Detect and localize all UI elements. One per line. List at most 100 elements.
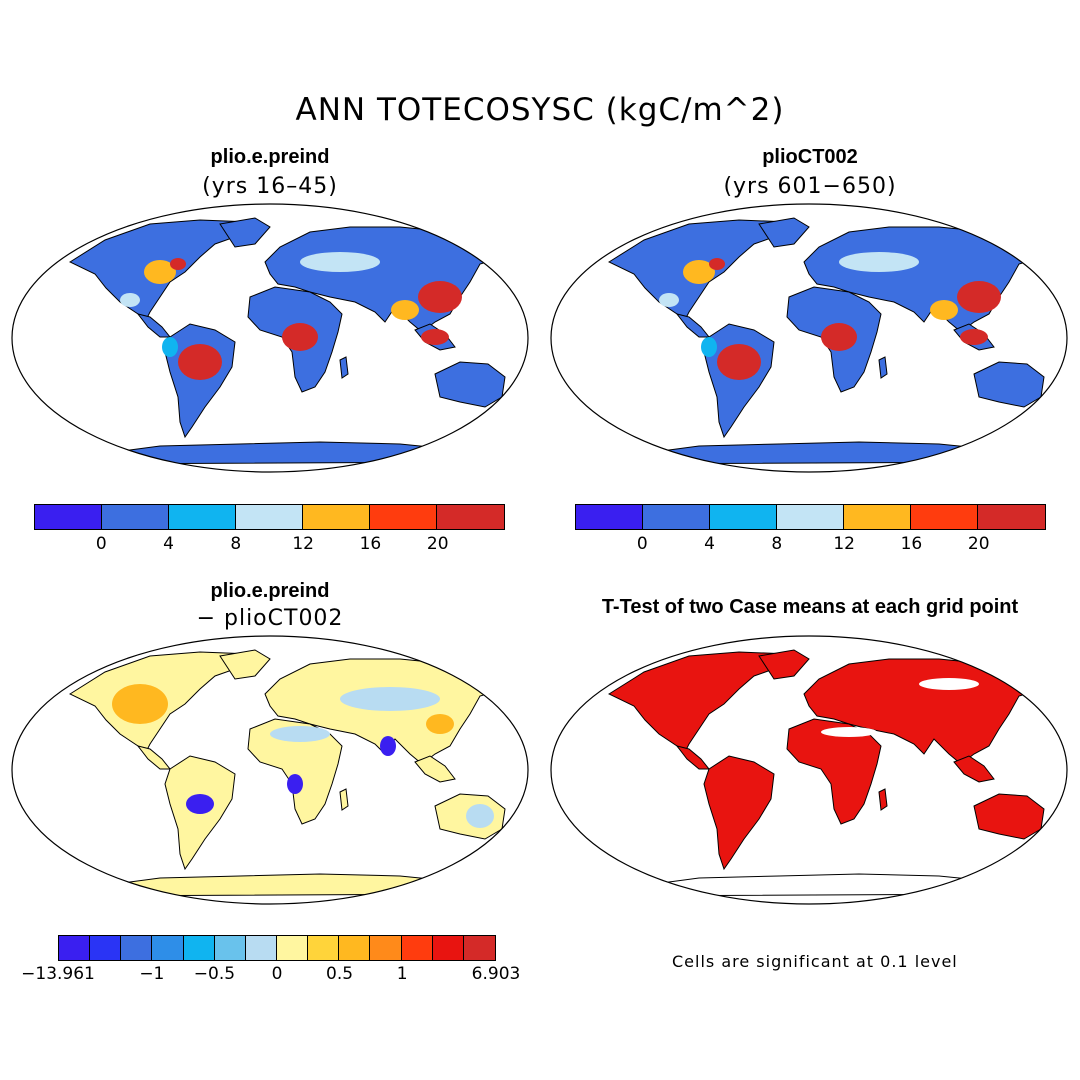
landmass-northAmerica [607,651,791,755]
landmass-madagascar [339,356,349,379]
colorbar-swatch [370,505,437,529]
colorbar-tick-label: 20 [967,534,990,554]
colorbar-swatch [236,505,303,529]
landmass-greenland [758,217,810,248]
congo-high-carbon [282,323,318,351]
colorbar-tick-label: 8 [771,534,783,554]
landmass-madagascar [878,788,888,811]
eurasia-light-band [300,252,380,272]
sahel-negative [270,726,330,742]
figure-title: ANN TOTECOSYSC (kgC/m^2) [295,92,785,128]
east-us-peak [170,258,186,270]
andes-cyan [162,337,178,357]
south-asia-carbon [391,300,419,320]
colorbar-swatch [710,505,777,529]
colorbar-panel-3 [58,935,496,961]
colorbar-tick-label: 12 [292,534,314,554]
colorbar-tick-label: 16 [359,534,382,554]
colorbar-swatch [437,505,504,529]
colorbar-swatch [245,936,277,960]
east-us-carbon [683,260,715,284]
colorbar-swatch [978,505,1045,529]
map-frame [11,635,529,905]
landmass-centralAmerica [136,745,172,770]
colorbar-swatch [121,936,153,960]
colorbar-tick-label: 1 [396,964,408,984]
colorbar-tick-label: −13.961 [21,964,95,984]
colorbar-swatch [432,936,464,960]
landmass-madagascar [339,788,349,811]
colorbar-tick-label: 16 [900,534,923,554]
landmass-greenland [219,217,271,248]
landmass-australia [434,361,506,408]
colorbar-tick-label: 4 [163,534,174,554]
colorbar-panel-1 [34,504,505,530]
colorbar-swatch [152,936,184,960]
amazon-negative [186,794,214,814]
panel-1-subtitle: (yrs 16–45) [202,174,338,199]
landmass-greenland [758,649,810,680]
eurasia-negative [340,687,440,711]
sw-us-light [659,293,679,307]
colorbar-swatch [308,936,340,960]
colorbar-tick-label: 0.5 [326,964,354,984]
congo-negative [287,774,303,794]
colorbar-swatch [35,505,102,529]
congo-high-carbon [821,323,857,351]
colorbar-swatch [463,936,495,960]
eurasia-light-band [839,252,919,272]
colorbar-tick-label: −0.5 [193,964,236,984]
landmass-nz [509,832,519,848]
panel-3-title: plio.e.preind [210,580,330,602]
panel-3-map [11,635,529,905]
landmass-australia [973,361,1045,408]
siberia-not-significant [919,678,979,690]
amazon-high-carbon [717,344,761,380]
amazon-high-carbon [178,344,222,380]
colorbar-swatch [90,936,122,960]
landmass-europeAsia [803,658,1050,765]
significance-footnote: Cells are significant at 0.1 level [672,952,958,971]
colorbar-swatch [303,505,370,529]
maritime-se-asia-carbon [421,329,449,345]
map-frame [11,203,529,473]
australia-negative [466,804,494,828]
panel-1-map [11,203,529,473]
panel-2-map [550,203,1068,473]
colorbar-tick-label: 0 [95,534,107,554]
colorbar-tick-label: 6.903 [471,964,521,984]
colorbar-tick-label: 4 [704,534,715,554]
landmass-europeAsia [264,658,511,765]
colorbar-tick-label: 0 [271,964,283,984]
colorbar-tick-label: 20 [426,534,449,554]
landmass-nz [509,400,519,416]
landmass-greenland [219,649,271,680]
colorbar-tick-label: 12 [833,534,855,554]
landmass-antarctica [69,873,482,897]
colorbar-swatch [59,936,91,960]
sahara-not-significant [821,727,877,737]
landmass-antarctica [69,441,482,465]
landmass-centralAmerica [675,745,711,770]
north-america-positive [112,684,168,724]
landmass-centralAmerica [136,313,172,338]
landmass-nz [1048,400,1058,416]
east-asia-high-carbon [957,281,1001,313]
landmass-nz [1048,832,1058,848]
colorbar-swatch [643,505,710,529]
east-asia-positive [426,714,454,734]
colorbar-swatch [183,936,215,960]
sw-us-light [120,293,140,307]
east-us-carbon [144,260,176,284]
landmass-madagascar [878,356,888,379]
landmass-seAsia [414,755,456,783]
colorbar-tick-label: 0 [636,534,648,554]
east-us-peak [709,258,725,270]
south-asia-carbon [930,300,958,320]
colorbar-swatch [276,936,309,960]
colorbar-swatch [102,505,169,529]
panel-2-subtitle: (yrs 601−650) [723,174,897,199]
andes-cyan [701,337,717,357]
colorbar-swatch [339,936,371,960]
colorbar-swatch [214,936,246,960]
